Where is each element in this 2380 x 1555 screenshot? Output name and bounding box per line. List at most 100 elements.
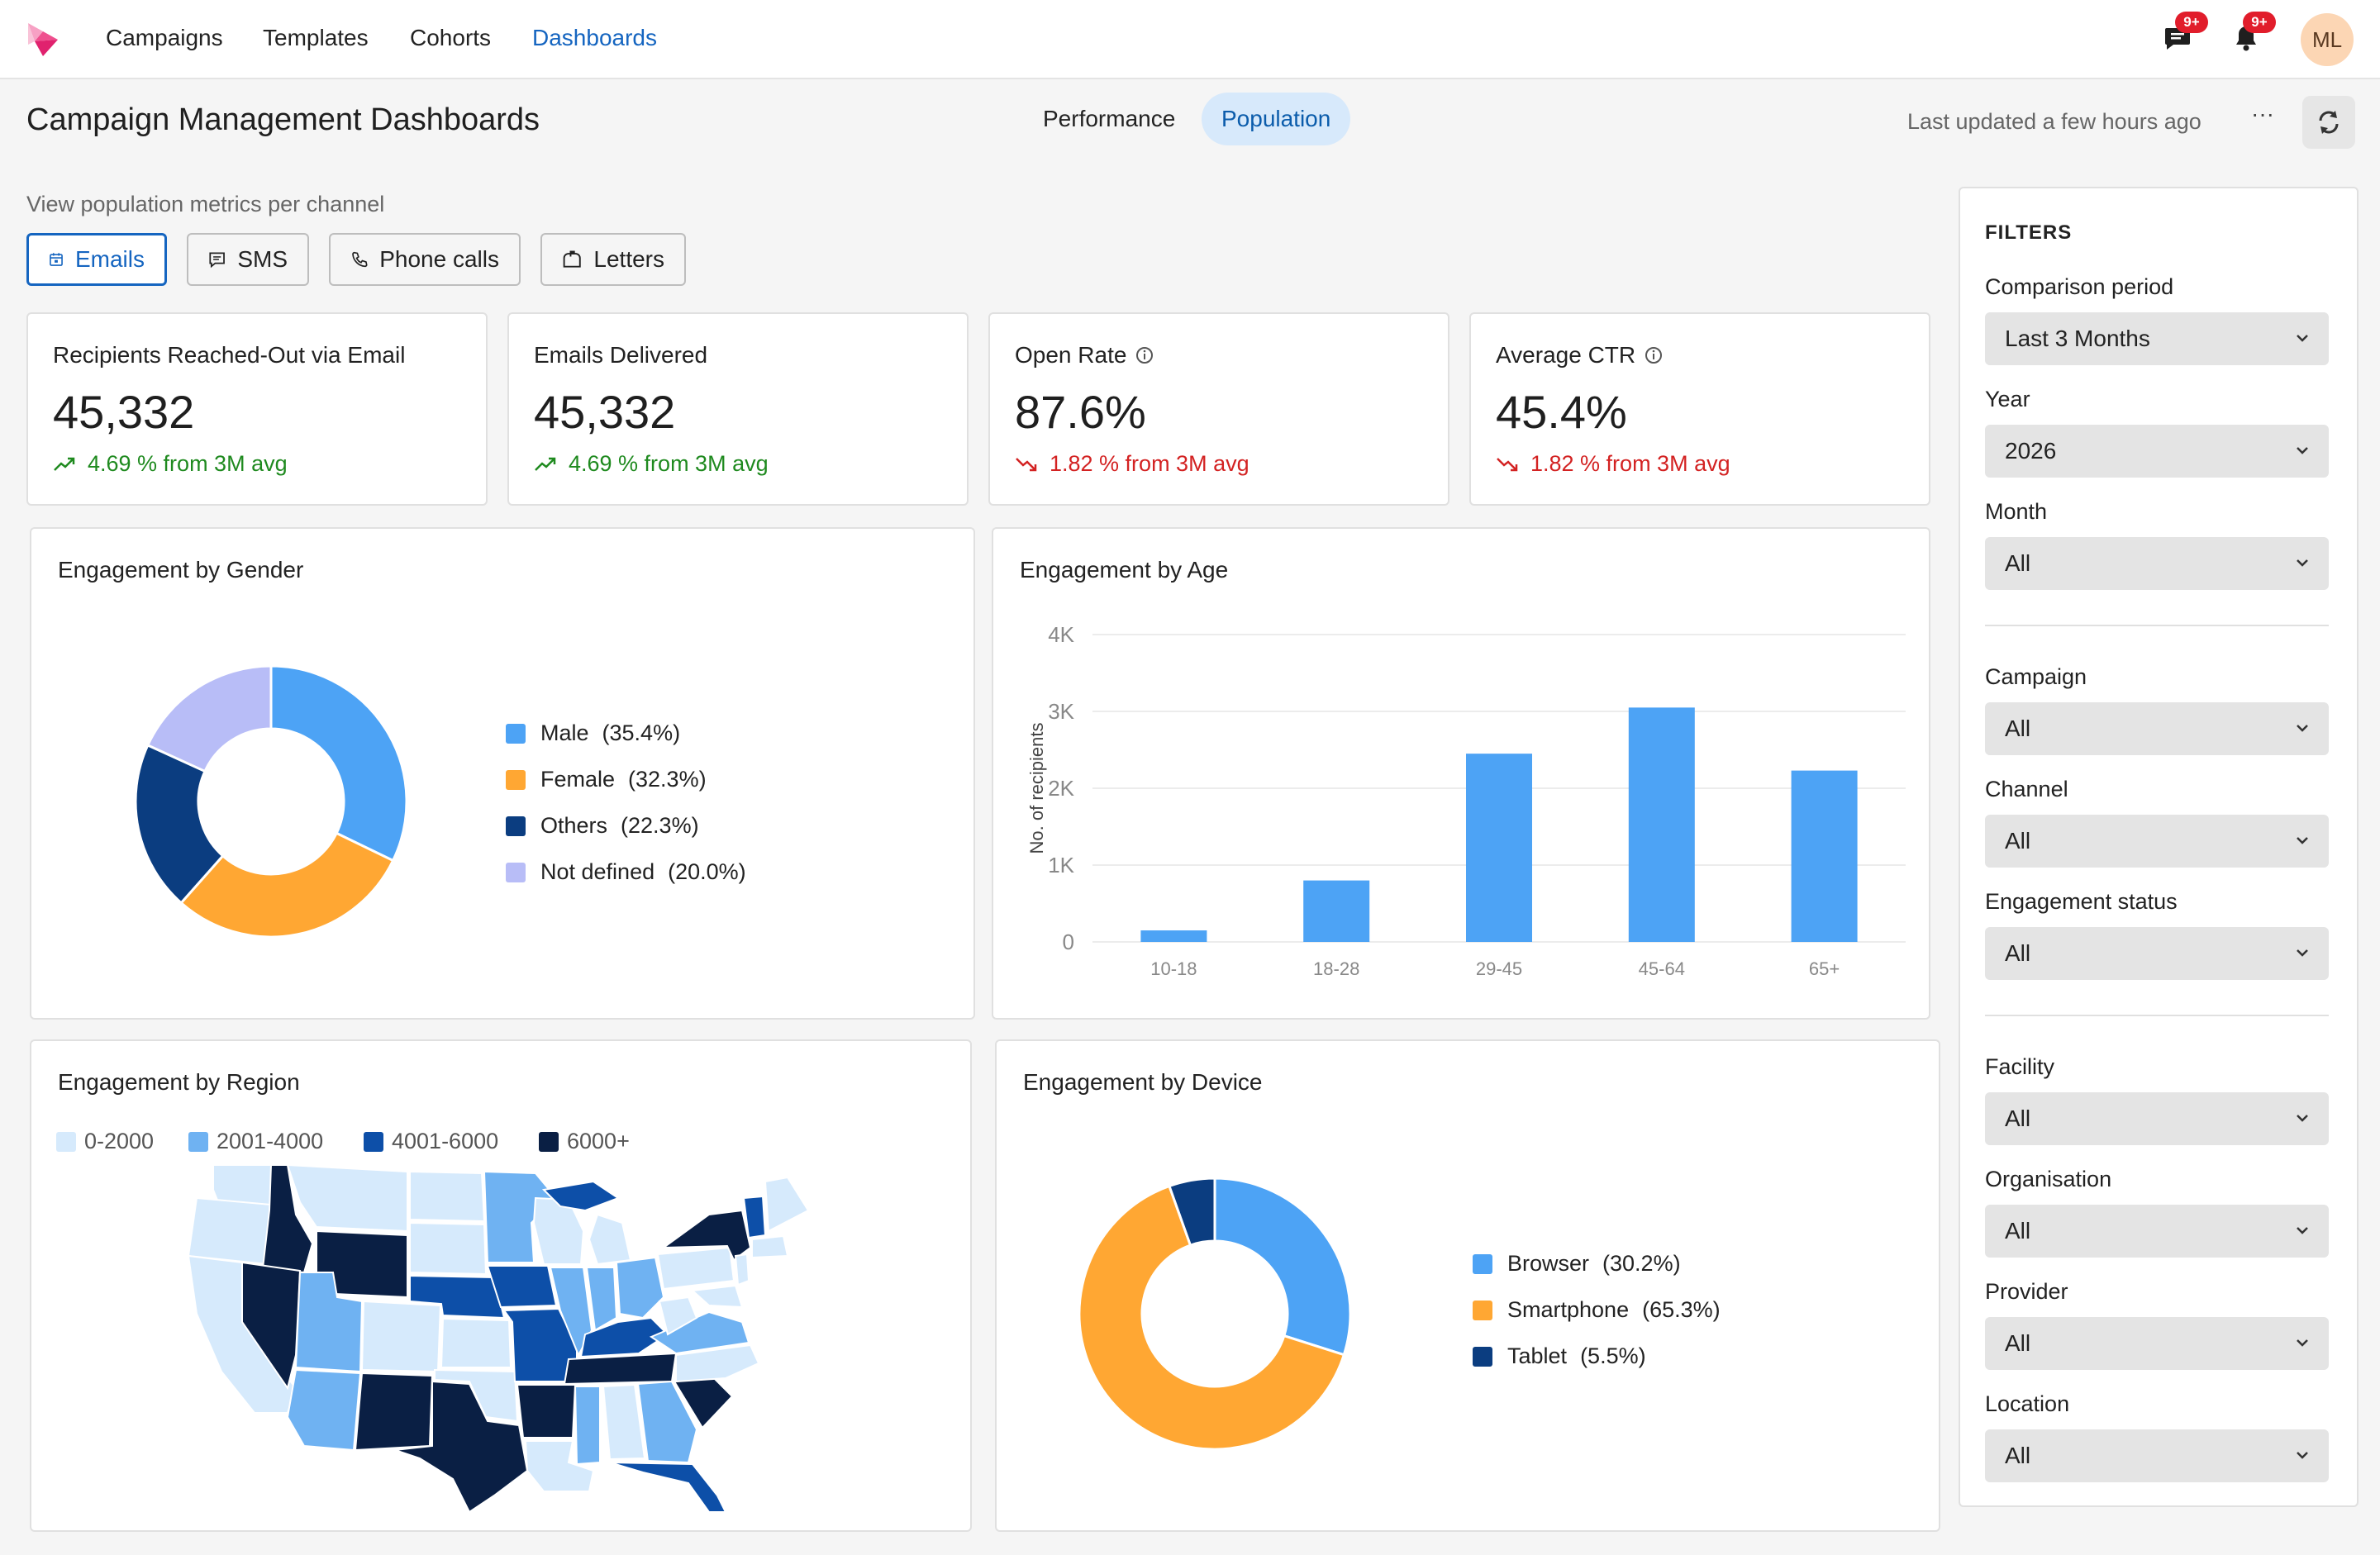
legend-item[interactable]: Male (35.4%)	[506, 720, 680, 746]
legend-label: Male	[540, 720, 589, 745]
filter-select[interactable]: All	[1985, 927, 2329, 980]
region-michigan-upper	[541, 1180, 621, 1212]
donut-slice-browser[interactable]	[1213, 1177, 1352, 1357]
region-legend-item[interactable]: 2001-4000	[188, 1129, 323, 1154]
tab-performance[interactable]: Performance	[1043, 106, 1176, 131]
legend-item[interactable]: Female (32.3%)	[506, 767, 707, 792]
filter-label: Campaign	[1985, 664, 2087, 689]
x-tick-label: 45-64	[1639, 958, 1685, 979]
donut-slice-smartphone[interactable]	[1078, 1184, 1346, 1451]
region-iowa	[486, 1265, 558, 1309]
calendar-icon	[50, 253, 63, 266]
legend-item[interactable]: Browser (30.2%)	[1473, 1251, 1681, 1277]
legend-swatch	[506, 769, 526, 790]
region-vermont-nh	[742, 1195, 767, 1239]
nav-cohorts[interactable]: Cohorts	[410, 25, 492, 50]
kpi-change: 4.69 % from 3M avg	[534, 451, 769, 477]
region-montana	[286, 1165, 408, 1233]
filter-select[interactable]: Last 3 Months	[1985, 312, 2329, 365]
filter-select[interactable]: All	[1985, 702, 2329, 755]
donut-slice-not-defined[interactable]	[145, 664, 273, 773]
donut-slice-female[interactable]	[179, 831, 395, 939]
region-mississippi	[574, 1386, 601, 1466]
filter-select[interactable]: All	[1985, 1429, 2329, 1482]
top-navigation: Campaigns Templates Cohorts Dashboards 9…	[0, 0, 2380, 79]
filter-select[interactable]: All	[1985, 1317, 2329, 1370]
info-icon[interactable]	[1135, 345, 1154, 365]
filter-select[interactable]: 2026	[1985, 425, 2329, 478]
chat-icon	[2165, 28, 2190, 50]
donut-slice-others[interactable]	[134, 743, 225, 905]
kpi-label: Emails Delivered	[534, 342, 708, 368]
gender-chart-card: Engagement by Gender Male (35.4%) Female (3…	[30, 527, 975, 1020]
bar-45-64[interactable]	[1628, 707, 1695, 942]
kpi-card-delivered: Emails Delivered 45,332 4.69 % from 3M a…	[507, 312, 969, 506]
tab-population[interactable]: Population	[1202, 93, 1351, 145]
region-arizona	[286, 1368, 362, 1452]
region-michigan-lower	[588, 1213, 632, 1266]
region-legend-item[interactable]: 4001-6000	[364, 1129, 498, 1154]
page-title: Campaign Management Dashboards	[26, 102, 540, 137]
region-utah	[294, 1272, 364, 1373]
region-legend-item[interactable]: 0-2000	[56, 1129, 154, 1154]
bar-65+[interactable]	[1791, 770, 1858, 942]
user-avatar[interactable]: ML	[2301, 13, 2354, 66]
donut-slice-male[interactable]	[269, 664, 408, 863]
legend-swatch	[506, 862, 526, 882]
channel-sms-label: SMS	[237, 246, 288, 272]
bar-29-45[interactable]	[1466, 754, 1532, 942]
info-icon[interactable]	[1644, 345, 1664, 365]
notifications-button[interactable]: 9+	[2230, 12, 2276, 55]
legend-item[interactable]: Others (22.3%)	[506, 813, 699, 839]
messages-button[interactable]: 9+	[2162, 12, 2208, 55]
region-ohio	[615, 1256, 665, 1320]
y-tick-label: 1K	[1048, 853, 1074, 877]
x-tick-label: 18-28	[1313, 958, 1359, 979]
filter-divider	[1985, 1015, 2329, 1016]
x-tick-label: 65+	[1809, 958, 1840, 979]
channel-emails-button[interactable]: Emails	[26, 233, 167, 286]
bar-10-18[interactable]	[1140, 930, 1207, 942]
filter-select[interactable]: All	[1985, 815, 2329, 868]
filter-select[interactable]: All	[1985, 1205, 2329, 1258]
nav-campaigns[interactable]: Campaigns	[106, 25, 223, 50]
nav-templates[interactable]: Templates	[263, 25, 369, 50]
y-tick-label: 4K	[1048, 622, 1074, 647]
chevron-down-icon	[2294, 537, 2311, 611]
kpi-label: Recipients Reached-Out via Email	[53, 342, 406, 368]
filter-select-value: 2026	[2005, 438, 2057, 464]
region-legend-item[interactable]: 6000+	[539, 1129, 630, 1154]
filter-select-value: All	[2005, 1443, 2031, 1468]
page-subtitle: View population metrics per channel	[26, 192, 385, 216]
nav-dashboards[interactable]: Dashboards	[532, 25, 657, 50]
filter-select-value: All	[2005, 550, 2031, 576]
chevron-down-icon	[2294, 702, 2311, 776]
channel-sms-button[interactable]: SMS	[187, 233, 309, 286]
legend-item[interactable]: Not defined (20.0%)	[506, 859, 746, 885]
filter-select-value: All	[2005, 1218, 2031, 1244]
filter-label: Location	[1985, 1391, 2070, 1416]
filter-select-value: All	[2005, 940, 2031, 966]
filter-select[interactable]: All	[1985, 1092, 2329, 1145]
x-tick-label: 10-18	[1150, 958, 1197, 979]
legend-percent: (65.3%)	[1642, 1297, 1721, 1322]
legend-label: Tablet	[1507, 1343, 1568, 1368]
legend-item[interactable]: Smartphone (65.3%)	[1473, 1297, 1721, 1323]
filter-select[interactable]: All	[1985, 537, 2329, 590]
trend-down-icon	[1497, 457, 1518, 471]
legend-item[interactable]: Tablet (5.5%)	[1473, 1343, 1646, 1369]
more-options-button[interactable]: ···	[2251, 101, 2274, 126]
legend-label: 0-2000	[84, 1129, 155, 1153]
bar-18-28[interactable]	[1303, 880, 1370, 942]
channel-phone-calls-label: Phone calls	[379, 246, 499, 272]
filter-label: Provider	[1985, 1279, 2068, 1304]
region-maine	[764, 1176, 810, 1233]
channel-letters-button[interactable]: Letters	[540, 233, 686, 286]
channel-phone-calls-button[interactable]: Phone calls	[329, 233, 521, 286]
last-updated-text: Last updated a few hours ago	[1907, 109, 2202, 134]
refresh-button[interactable]	[2302, 96, 2355, 149]
donut-slice-tablet[interactable]	[1168, 1177, 1216, 1248]
region-west-virginia	[658, 1296, 698, 1336]
app-logo-icon[interactable]	[25, 20, 61, 59]
region-maryland	[690, 1284, 744, 1309]
